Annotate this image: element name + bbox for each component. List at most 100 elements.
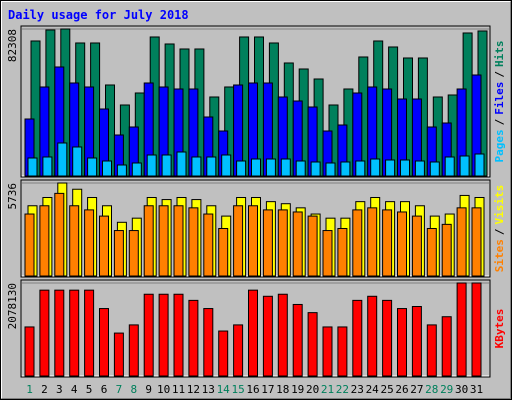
bar [158, 205, 169, 277]
bar [233, 324, 244, 377]
y-tick-label: 2078130 [6, 283, 19, 329]
bar [146, 154, 157, 177]
bar [441, 223, 452, 277]
bar [84, 209, 95, 277]
bar [441, 316, 452, 377]
y-tick-label: 5736 [6, 183, 19, 210]
bar [128, 324, 139, 377]
bar [382, 299, 393, 377]
x-tick-label: 12 [187, 383, 200, 396]
bar [426, 227, 437, 277]
bar [471, 207, 482, 277]
bar [188, 207, 199, 277]
bar [248, 289, 258, 377]
x-tick-label: 6 [101, 383, 108, 396]
bar [295, 160, 306, 177]
bar [99, 308, 109, 377]
bar [143, 293, 154, 377]
bar [459, 155, 470, 177]
bar [54, 192, 65, 277]
y-tick-label: 82308 [6, 29, 19, 62]
bar [57, 142, 68, 177]
bar [352, 299, 363, 377]
bar [158, 293, 169, 377]
bar [307, 215, 318, 277]
x-tick-label: 27 [410, 383, 423, 396]
legend: Pages / Files / Hits [493, 41, 506, 163]
bar [233, 205, 244, 277]
x-tick-label: 11 [172, 383, 185, 396]
bar [24, 326, 35, 377]
bar [72, 146, 83, 177]
chart-title: Daily usage for July 2018 [8, 8, 189, 22]
bar [456, 207, 467, 277]
bar [24, 213, 35, 277]
bar [292, 303, 303, 377]
legend-entry: Visits [493, 185, 506, 225]
x-tick-label: 25 [380, 383, 393, 396]
bar [221, 154, 232, 177]
bar [400, 159, 410, 177]
bar [292, 211, 303, 277]
bar [191, 156, 202, 177]
bar [444, 156, 455, 177]
bar [322, 230, 333, 277]
bar [203, 213, 214, 277]
legend-separator: / [493, 118, 506, 125]
bar [218, 330, 229, 377]
legend-entry: Sites [493, 239, 506, 272]
x-tick-label: 20 [306, 383, 319, 396]
bar [128, 230, 139, 277]
bar [113, 332, 124, 377]
x-tick-label: 4 [71, 383, 78, 396]
bar [367, 207, 378, 277]
bar [340, 161, 351, 177]
bar [188, 299, 199, 377]
x-tick-label: 18 [276, 383, 289, 396]
x-tick-label: 14 [217, 383, 231, 396]
bar [176, 151, 187, 177]
bar [355, 160, 366, 177]
bar [456, 282, 467, 377]
bar [307, 312, 318, 377]
bar [277, 209, 288, 277]
bar [429, 161, 440, 177]
legend-entry: Pages [493, 129, 506, 162]
legend-entry: Files [493, 82, 506, 115]
bar [87, 157, 98, 177]
x-tick-label: 30 [455, 383, 468, 396]
bar [262, 209, 273, 277]
x-tick-label: 28 [425, 383, 438, 396]
x-tick-label: 7 [116, 383, 123, 396]
bar [39, 289, 50, 377]
bar [84, 289, 95, 377]
bar [397, 211, 407, 277]
bar [99, 215, 109, 277]
bar [414, 160, 425, 177]
bar [277, 293, 288, 377]
bar [113, 230, 124, 277]
bar [411, 215, 422, 277]
x-tick-label: 3 [56, 383, 63, 396]
bar [352, 209, 363, 277]
bar [370, 158, 381, 177]
x-tick-label: 5 [86, 383, 93, 396]
x-tick-label: 2 [41, 383, 48, 396]
bar [397, 308, 407, 377]
bar [337, 227, 348, 277]
bar [411, 306, 422, 377]
bar [426, 324, 437, 377]
bar [173, 205, 184, 277]
bar [474, 153, 485, 177]
bar [131, 162, 142, 177]
x-tick-label: 24 [366, 383, 380, 396]
bar [262, 295, 273, 377]
legend-entry: Hits [493, 41, 506, 68]
bar [367, 295, 378, 377]
bar [236, 160, 247, 177]
bar [251, 158, 261, 177]
legend-separator: / [493, 71, 506, 78]
legend: KBytes [493, 309, 506, 349]
